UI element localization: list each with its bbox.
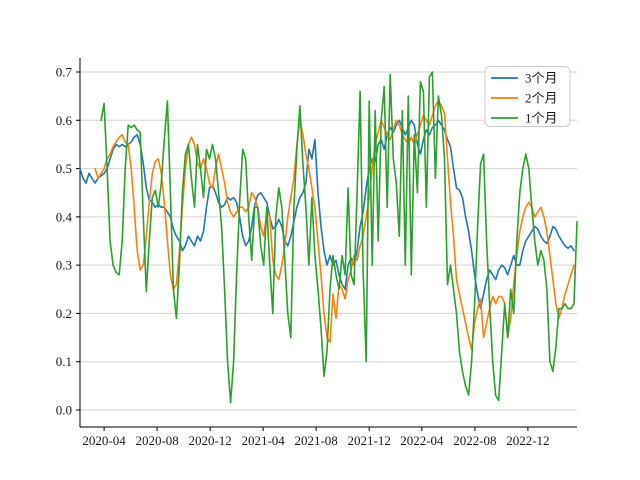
y-tick-label: 0.5	[56, 161, 72, 176]
series-line-1m	[100, 71, 578, 404]
y-tick-label: 0.6	[56, 113, 73, 128]
x-tick-label: 2021-08	[294, 433, 337, 448]
x-tick-label: 2021-12	[347, 433, 390, 448]
legend-item-label: 2个月	[525, 91, 558, 106]
y-tick-label: 0.4	[56, 209, 73, 224]
y-tick-label: 0.7	[56, 65, 73, 80]
legend-item-label: 1个月	[525, 111, 558, 126]
x-tick-label: 2022-12	[506, 433, 549, 448]
x-tick-label: 2020-04	[82, 433, 126, 448]
legend-item-label: 3个月	[525, 71, 558, 86]
x-tick-label: 2022-04	[400, 433, 444, 448]
series-line-2m	[94, 100, 575, 351]
x-tick-label: 2021-04	[241, 433, 285, 448]
series-line-3m	[79, 119, 575, 310]
y-tick-label: 0.2	[56, 306, 72, 321]
y-tick-label: 0.0	[56, 403, 72, 418]
legend-box	[484, 66, 571, 127]
y-tick-label: 0.1	[56, 354, 72, 369]
y-tick-label: 0.3	[56, 258, 72, 273]
x-tick-label: 2022-08	[453, 433, 496, 448]
x-tick-label: 2020-08	[135, 433, 178, 448]
x-tick-label: 2020-12	[188, 433, 231, 448]
